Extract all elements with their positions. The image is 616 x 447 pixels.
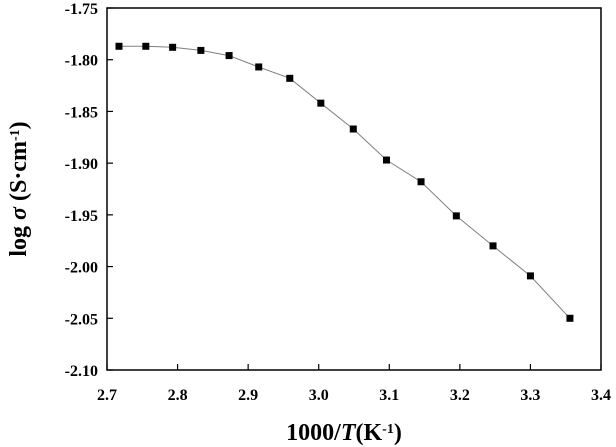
data-point [225, 52, 233, 60]
x-axis-title: 1000/T(K-1) [286, 420, 402, 446]
y-axis-ticks: -1.75 -1.80 -1.85 -1.90 -1.95 -2.00 -2.05 -2.10 [65, 1, 113, 380]
data-point [566, 314, 574, 322]
x-tick-label: 2.8 [168, 387, 188, 404]
y-tick-label: -2.05 [65, 311, 98, 328]
x-axis-ticks: 2.7 2.8 2.9 3.0 3.1 3.2 3.3 3.4 [97, 364, 611, 404]
data-point [169, 43, 177, 51]
y-tick-label: -1.95 [65, 208, 98, 225]
data-point [115, 42, 123, 50]
data-point [526, 272, 534, 280]
data-point [142, 42, 150, 50]
data-point [489, 242, 497, 250]
data-point [417, 178, 425, 186]
x-tick-label: 3.4 [591, 387, 611, 404]
x-tick-label: 2.7 [97, 387, 117, 404]
series-line [119, 45, 571, 319]
x-tick-label: 3.3 [520, 387, 540, 404]
y-tick-label: -1.80 [65, 53, 98, 70]
data-point [349, 125, 357, 133]
y-tick-label: -1.85 [65, 104, 98, 121]
y-axis-title: log σ (S·cm-1) [6, 121, 32, 256]
y-tick-label: -1.75 [65, 1, 98, 18]
x-tick-label: 2.9 [238, 387, 258, 404]
data-point [382, 156, 390, 164]
data-markers [115, 42, 574, 322]
data-point [286, 74, 294, 82]
plot-frame [106, 7, 602, 371]
x-tick-label: 3.2 [450, 387, 470, 404]
data-point [317, 99, 325, 107]
data-point [452, 212, 460, 220]
data-point [197, 46, 205, 54]
y-tick-label: -2.00 [65, 260, 98, 277]
y-tick-label: -1.90 [65, 156, 98, 173]
y-tick-label: -2.10 [65, 363, 98, 380]
x-tick-label: 3.0 [309, 387, 329, 404]
data-point [255, 63, 263, 71]
x-tick-label: 3.1 [379, 387, 399, 404]
